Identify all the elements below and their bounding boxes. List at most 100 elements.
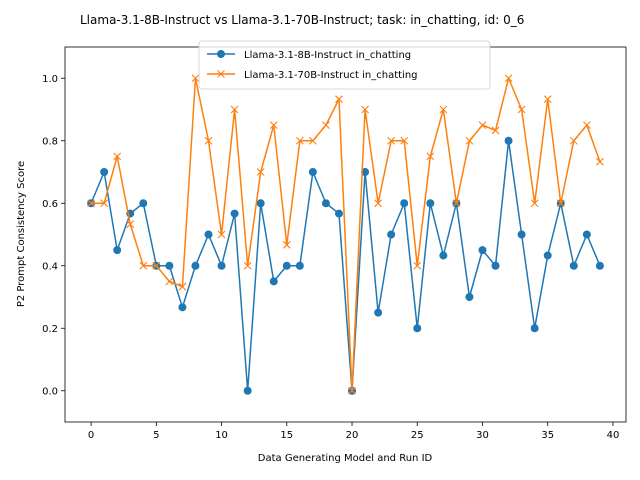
data-point-stroke [348, 386, 356, 395]
data-point [478, 121, 487, 130]
data-point [465, 136, 474, 145]
data-point [504, 136, 513, 145]
legend-box [198, 40, 491, 90]
data-point [504, 74, 513, 83]
data-point [321, 199, 330, 208]
legend-marker-stroke [217, 70, 225, 78]
data-point [243, 261, 252, 270]
data-point [387, 136, 396, 145]
y-tick-label: 0.8 [42, 136, 58, 147]
data-point [113, 152, 122, 161]
y-tick-label: 0.6 [42, 199, 58, 210]
legend-item: Llama-3.1-8B-Instruct in_chatting [207, 50, 411, 61]
data-point [165, 261, 174, 270]
data-point-stroke [113, 152, 122, 161]
data-point [217, 261, 226, 270]
legend: Llama-3.1-8B-Instruct in_chatting Llama-3… [198, 40, 491, 90]
data-point [230, 209, 239, 218]
data-point [335, 95, 343, 104]
data-point [543, 251, 552, 260]
data-point-stroke [87, 199, 95, 208]
data-point [139, 261, 148, 270]
data-point [491, 261, 500, 270]
series-2 [87, 74, 604, 395]
data-point [269, 121, 278, 130]
legend-marker [217, 50, 225, 58]
data-point [322, 121, 330, 130]
data-point [178, 303, 187, 312]
data-point [452, 199, 461, 208]
data-point [517, 105, 526, 114]
data-point [178, 282, 187, 291]
data-point-stroke [152, 261, 161, 270]
data-point-stroke [530, 199, 539, 208]
data-point [517, 230, 526, 239]
data-point-stroke [322, 121, 330, 130]
data-point [191, 74, 200, 83]
data-point-stroke [582, 121, 591, 130]
data-point-stroke [178, 282, 187, 291]
y-tick-label: 0.0 [42, 386, 58, 397]
data-point [256, 199, 265, 208]
x-tick-label: 0 [88, 430, 94, 441]
data-point-stroke [387, 136, 396, 145]
data-point [582, 230, 591, 239]
data-point [308, 168, 317, 176]
data-point [582, 121, 591, 130]
series-line [91, 77, 601, 392]
data-point [543, 95, 552, 104]
y-tick-label: 0.4 [42, 261, 58, 272]
data-point-stroke [282, 240, 291, 249]
series-line [90, 140, 601, 392]
data-point [595, 261, 604, 270]
x-tick-label: 20 [346, 430, 359, 441]
data-point-stroke [596, 157, 604, 166]
data-point [374, 199, 383, 208]
data-point-stroke [504, 74, 513, 83]
data-point-stroke [374, 199, 383, 208]
data-point [100, 168, 109, 176]
legend-marker [217, 70, 225, 78]
data-point [465, 293, 474, 301]
data-point [282, 261, 291, 270]
data-point [569, 261, 578, 270]
data-point [295, 136, 304, 145]
y-axis: 0.0 0.2 0.4 0.6 0.8 1.0 [42, 74, 65, 397]
data-point [100, 199, 109, 208]
legend-label: Llama-3.1-70B-Instruct in_chatting [244, 70, 418, 81]
x-tick-label: 30 [476, 430, 489, 441]
legend-label: Llama-3.1-8B-Instruct in_chatting [244, 50, 411, 61]
data-point [530, 199, 539, 208]
data-point-stroke [100, 199, 109, 208]
data-point-stroke [465, 136, 474, 145]
data-point [113, 246, 122, 255]
data-point [348, 386, 356, 395]
data-point-stroke [217, 230, 226, 239]
legend-item: Llama-3.1-70B-Instruct in_chatting [207, 70, 418, 81]
data-point [139, 199, 148, 208]
data-point [439, 105, 448, 114]
data-point-stroke [139, 261, 148, 270]
data-point [413, 324, 422, 333]
data-point [439, 251, 448, 260]
data-point-stroke [230, 105, 239, 114]
data-point [230, 105, 239, 114]
data-point [426, 199, 435, 208]
data-point-stroke [478, 121, 487, 130]
data-point [243, 386, 252, 395]
x-tick-label: 25 [411, 430, 424, 441]
data-point [334, 209, 343, 218]
data-point [596, 157, 604, 166]
data-point [400, 136, 409, 145]
data-point [478, 246, 487, 255]
data-point-stroke [452, 199, 461, 208]
data-point [282, 240, 291, 249]
data-point [569, 136, 578, 145]
data-point [152, 261, 161, 270]
data-point-stroke [491, 126, 500, 135]
chart-title: Llama-3.1-8B-Instruct vs Llama-3.1-70B-I… [80, 13, 524, 27]
data-point-stroke [335, 95, 343, 104]
data-point-stroke [400, 136, 409, 145]
data-point-stroke [191, 74, 200, 83]
data-point-stroke [543, 95, 552, 104]
